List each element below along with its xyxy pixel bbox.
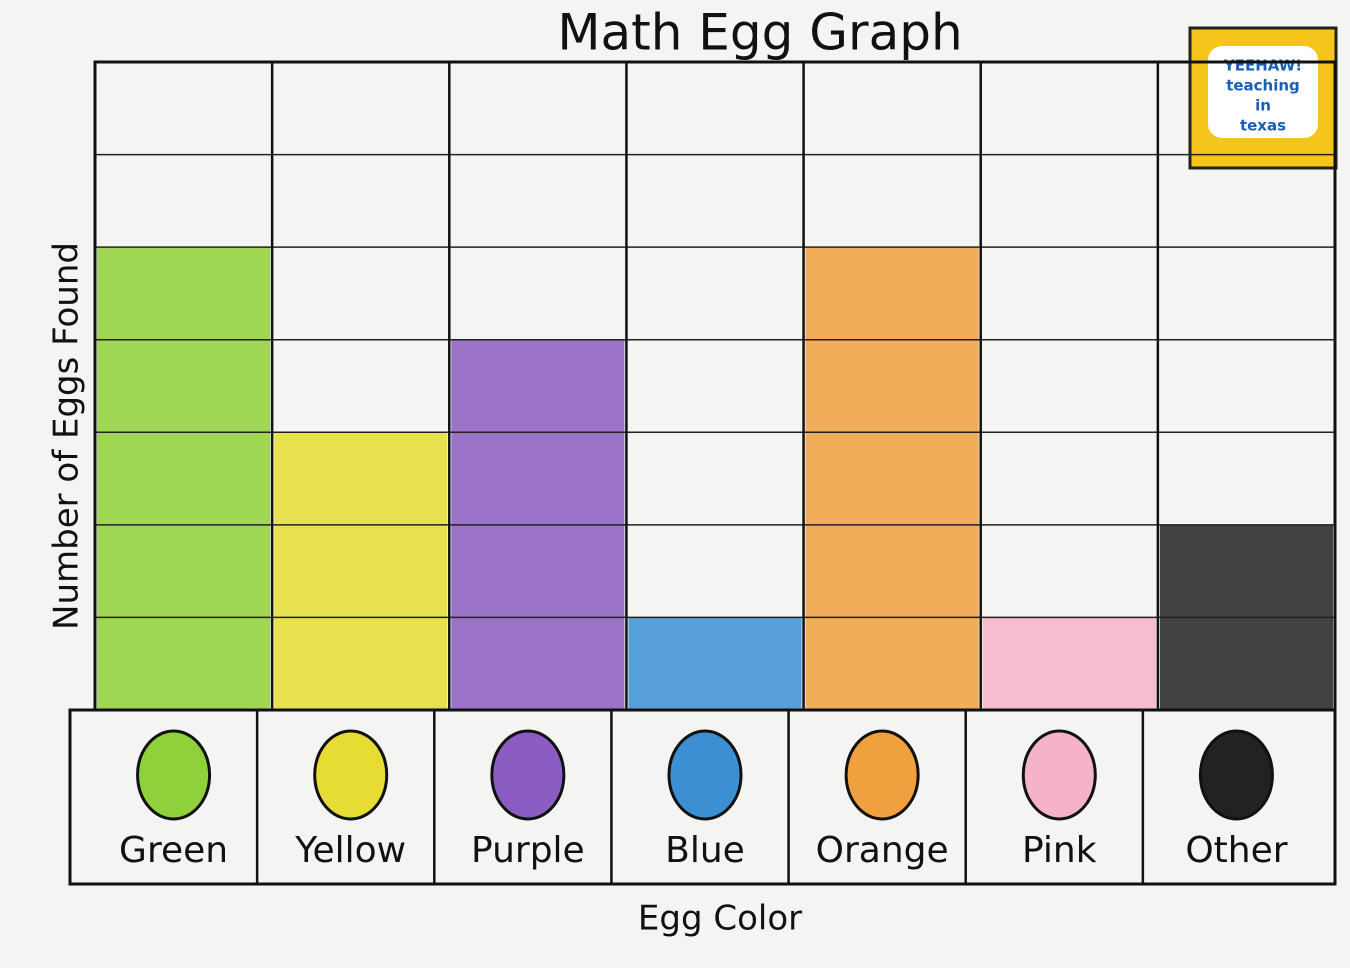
egg-icon <box>490 729 566 821</box>
x-tick-label: Blue <box>665 830 745 871</box>
x-tick-label: Green <box>119 830 228 871</box>
x-axis-label: Egg Color <box>638 899 802 939</box>
logo-text: in <box>1255 97 1271 115</box>
logo-text: teaching <box>1226 77 1300 95</box>
x-tick-label: Other <box>1185 830 1287 871</box>
bar <box>628 617 802 710</box>
logo-text: texas <box>1240 117 1286 135</box>
bar <box>805 247 979 710</box>
bar <box>97 247 271 710</box>
logo-text: YEEHAW! <box>1223 57 1302 75</box>
x-tick-label: Orange <box>816 830 949 871</box>
chart-title: Math Egg Graph <box>557 4 962 62</box>
y-axis-label: Number of Eggs Found <box>47 242 87 630</box>
x-tick-label: Pink <box>1022 830 1097 871</box>
x-tick-label: Yellow <box>294 830 406 871</box>
egg-icon <box>1198 729 1274 821</box>
egg-icon <box>844 729 920 821</box>
x-tick-label: Purple <box>471 830 585 871</box>
bar <box>982 617 1156 710</box>
logo-panel <box>1208 46 1318 138</box>
egg-icon <box>313 729 389 821</box>
egg-icon <box>1021 729 1097 821</box>
egg-icon <box>136 729 212 821</box>
logo: YEEHAW! teaching in texas <box>1188 26 1338 170</box>
egg-icon <box>667 729 743 821</box>
label-frame <box>68 708 1337 886</box>
bar <box>274 432 448 710</box>
